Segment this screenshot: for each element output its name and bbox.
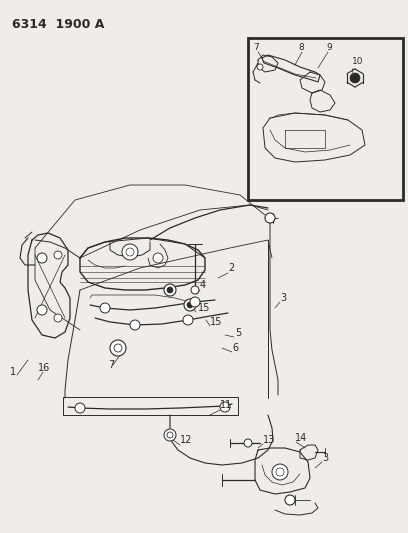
Circle shape — [54, 251, 62, 259]
Circle shape — [114, 344, 122, 352]
Circle shape — [257, 64, 263, 70]
Text: 10: 10 — [352, 58, 364, 67]
Circle shape — [122, 244, 138, 260]
Circle shape — [184, 299, 196, 311]
Circle shape — [153, 253, 163, 263]
Text: 5: 5 — [235, 328, 241, 338]
Circle shape — [220, 402, 230, 412]
Circle shape — [276, 468, 284, 476]
Circle shape — [54, 314, 62, 322]
Circle shape — [126, 248, 134, 256]
Circle shape — [37, 305, 47, 315]
Circle shape — [183, 315, 193, 325]
Circle shape — [37, 253, 47, 263]
Circle shape — [167, 287, 173, 293]
Text: 16: 16 — [38, 363, 50, 373]
Text: 7: 7 — [253, 43, 259, 52]
Text: 9: 9 — [326, 43, 332, 52]
Text: 14: 14 — [295, 433, 307, 443]
Circle shape — [191, 286, 199, 294]
Bar — [248, 38, 403, 200]
Text: 15: 15 — [198, 303, 211, 313]
Circle shape — [100, 303, 110, 313]
Circle shape — [265, 213, 275, 223]
Circle shape — [130, 320, 140, 330]
Text: 1: 1 — [10, 367, 16, 377]
Circle shape — [285, 495, 295, 505]
Circle shape — [272, 464, 288, 480]
Text: 3: 3 — [322, 453, 328, 463]
Circle shape — [187, 302, 193, 308]
Circle shape — [350, 73, 360, 83]
Text: 4: 4 — [200, 280, 206, 290]
Circle shape — [75, 403, 85, 413]
Circle shape — [164, 284, 176, 296]
Bar — [63, 397, 238, 415]
Circle shape — [167, 432, 173, 438]
Text: 13: 13 — [263, 435, 275, 445]
Text: 11: 11 — [220, 400, 232, 410]
Text: 3: 3 — [280, 293, 286, 303]
Text: 2: 2 — [228, 263, 234, 273]
Text: 7: 7 — [108, 360, 114, 370]
Text: 6314  1900 A: 6314 1900 A — [12, 18, 104, 31]
Text: 15: 15 — [210, 317, 222, 327]
Text: 12: 12 — [180, 435, 193, 445]
Text: 8: 8 — [298, 43, 304, 52]
Circle shape — [164, 429, 176, 441]
Circle shape — [190, 297, 200, 307]
Text: 6: 6 — [232, 343, 238, 353]
Circle shape — [244, 439, 252, 447]
Circle shape — [110, 340, 126, 356]
